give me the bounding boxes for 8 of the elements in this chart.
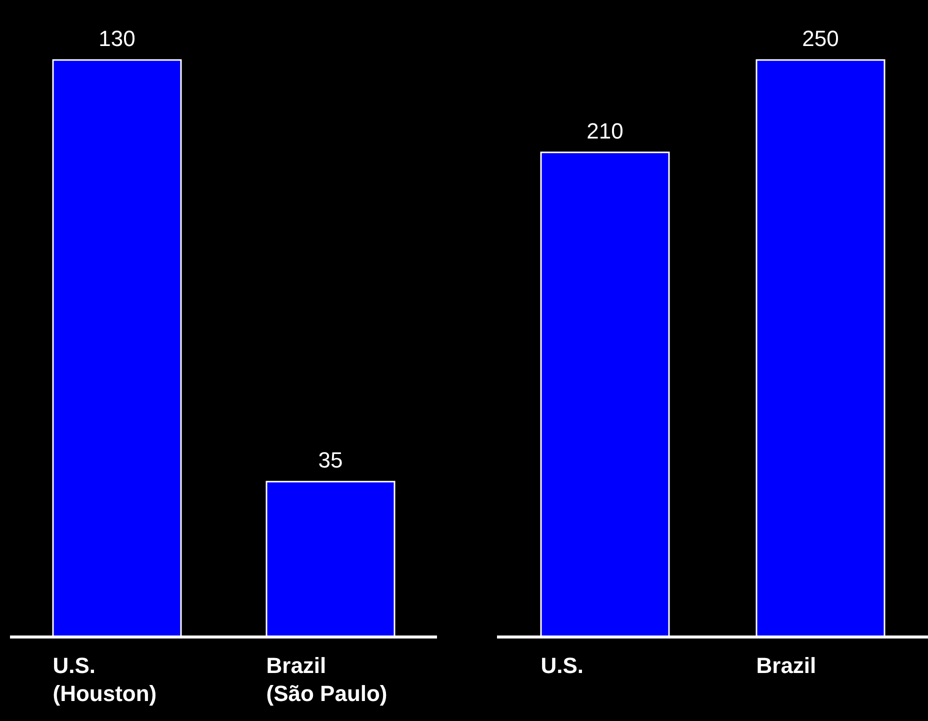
x-tick-label: Brazil [756,653,816,678]
data-label: 210 [586,118,624,144]
x-tick-label: U.S. [540,653,584,678]
data-label: 250 [802,26,839,51]
data-label: 35 [318,448,343,473]
x-tick-label: Brazil (São Paulo) [266,653,388,706]
data-label: 130 [98,26,136,51]
x-tick-label: U.S. (Houston) [52,653,157,706]
